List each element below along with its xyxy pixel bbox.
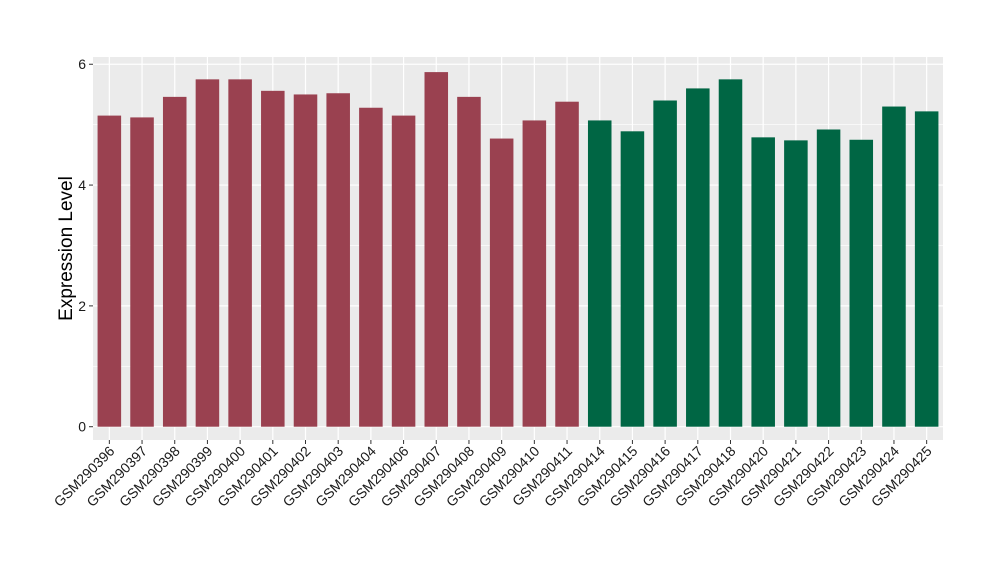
y-tick-label: 4 [78, 177, 86, 193]
bar-GSM290425 [914, 111, 939, 427]
bar-GSM290420 [751, 137, 775, 427]
y-tick-label: 6 [78, 56, 86, 72]
bar-GSM290418 [718, 79, 743, 427]
bar-GSM290397 [130, 117, 154, 427]
bar-GSM290422 [816, 129, 841, 427]
bar-GSM290410 [522, 120, 547, 427]
x-axis: GSM290396GSM290397GSM290398GSM290399GSM2… [51, 440, 935, 510]
bar-GSM290402 [293, 94, 318, 427]
bar-GSM290398 [162, 96, 187, 427]
bar-GSM290396 [97, 115, 122, 427]
bar-GSM290401 [261, 90, 285, 427]
bar-GSM290407 [424, 72, 449, 427]
y-tick-label: 2 [78, 298, 86, 314]
bar-GSM290400 [228, 79, 252, 427]
bar-GSM290399 [195, 79, 220, 427]
bar-GSM290421 [784, 140, 808, 427]
bar-GSM290417 [686, 88, 710, 427]
bar-GSM290424 [882, 106, 906, 427]
bar-GSM290414 [587, 120, 612, 427]
bar-GSM290404 [359, 107, 383, 427]
y-axis: 0 2 4 6 [78, 56, 93, 435]
y-axis-label: Expression Level [56, 176, 77, 321]
bar-GSM290411 [555, 101, 579, 427]
plot-panel [93, 57, 943, 440]
bar-GSM290406 [391, 115, 416, 427]
bar-GSM290408 [457, 96, 481, 427]
bars [97, 72, 939, 427]
bar-GSM290423 [849, 139, 874, 427]
bar-GSM290409 [489, 138, 514, 427]
bar-GSM290403 [326, 93, 350, 427]
bar-GSM290416 [653, 100, 677, 427]
y-tick-label: 0 [78, 419, 86, 435]
bar-GSM290415 [620, 131, 645, 427]
